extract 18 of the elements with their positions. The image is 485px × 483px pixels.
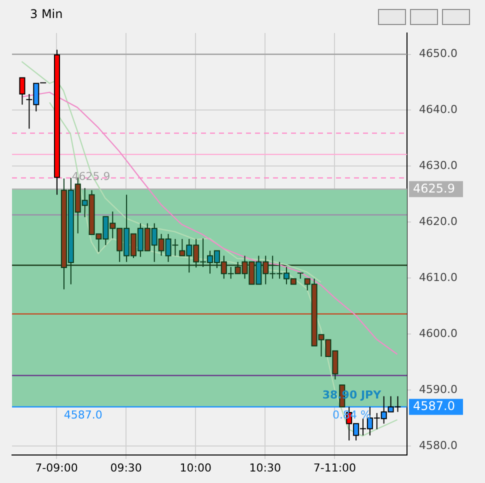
x-tick-label: 7-09:00 bbox=[35, 461, 78, 474]
y-tick-label: 4630.0 bbox=[419, 159, 458, 172]
y-tick-label: 4650.0 bbox=[419, 47, 458, 60]
y-tick-label: 4610.0 bbox=[419, 271, 458, 284]
y-tick-label: 4640.0 bbox=[419, 103, 458, 116]
x-tick-label: 7-11:00 bbox=[313, 461, 356, 474]
x-tick-label: 10:30 bbox=[249, 461, 281, 474]
candlestick bbox=[296, 272, 304, 280]
y-tick-label: 4620.0 bbox=[419, 215, 458, 228]
y-tick-label: 4600.0 bbox=[419, 326, 458, 340]
y-tick-label: 4590.0 bbox=[419, 382, 458, 396]
annotation: 4587.0 bbox=[64, 408, 102, 422]
chart-title: 3 Min bbox=[30, 7, 63, 21]
ref-line-label: 4625.9 bbox=[413, 181, 455, 196]
x-tick-label: 10:00 bbox=[180, 461, 212, 474]
ref-line-label: 4587.0 bbox=[413, 398, 455, 413]
y-tick-label: 4580.0 bbox=[419, 438, 458, 452]
x-tick-label: 09:30 bbox=[110, 461, 142, 474]
